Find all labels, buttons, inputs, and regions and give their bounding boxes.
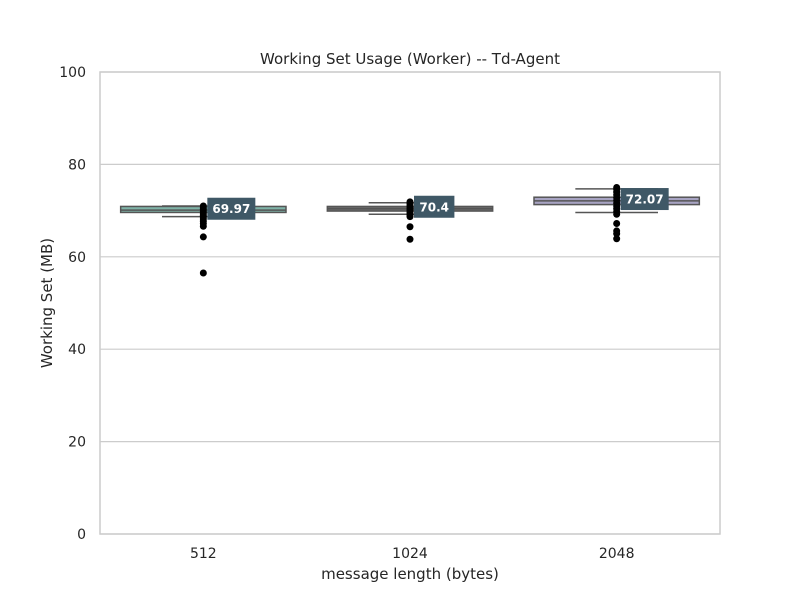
outlier-point: [613, 220, 621, 228]
outlier-point: [613, 235, 621, 243]
y-tick-label: 40: [68, 342, 86, 358]
outlier-point: [613, 227, 621, 235]
mean-label-bg: [414, 195, 455, 218]
y-tick-labels: 0 20 40 60 80 100: [59, 65, 86, 543]
outlier-point: [406, 235, 414, 243]
y-axis-label: Working Set (MB): [38, 238, 56, 368]
mean-label-text: 69.97: [212, 202, 250, 216]
outlier-point: [199, 202, 207, 210]
outlier-point: [406, 223, 414, 231]
y-tick-label: 20: [68, 435, 86, 451]
y-tick-label: 80: [68, 157, 86, 173]
outlier-point: [406, 198, 414, 206]
x-tick-label: 2048: [599, 546, 635, 562]
box-2048: [533, 184, 701, 243]
mean-label-bg: [207, 197, 256, 220]
boxes-layer: [119, 184, 701, 277]
mean-label-512: 69.97: [207, 197, 256, 220]
x-tick-label: 512: [190, 546, 217, 562]
box-1024: [326, 198, 494, 243]
chart-title: Working Set Usage (Worker) -- Td-Agent: [260, 50, 560, 68]
y-tick-label: 100: [59, 65, 86, 81]
plot-area-frame: [99, 71, 721, 535]
mean-labels-layer: 69.97 70.4 72.07: [207, 188, 669, 220]
grid-layer: [100, 71, 720, 535]
y-tick-label: 60: [68, 250, 86, 266]
outlier-point: [199, 233, 207, 241]
outlier-point: [199, 269, 207, 277]
x-tick-labels: 512 1024 2048: [190, 546, 635, 562]
box-512: [119, 202, 287, 277]
y-tick-label: 0: [77, 527, 86, 543]
mean-label-text: 72.07: [626, 193, 664, 207]
outlier-point: [613, 184, 621, 191]
mean-label-bg: [620, 188, 669, 211]
x-axis-label: message length (bytes): [321, 565, 499, 583]
mean-label-2048: 72.07: [620, 188, 669, 211]
x-tick-label: 1024: [392, 546, 428, 562]
mean-label-1024: 70.4: [414, 195, 455, 218]
mean-label-text: 70.4: [419, 200, 449, 214]
